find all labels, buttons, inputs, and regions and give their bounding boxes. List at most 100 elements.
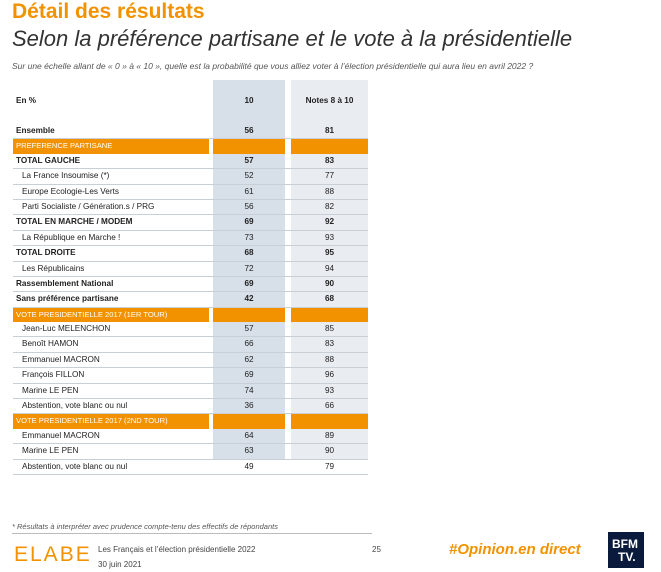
row-value-10: 72	[244, 263, 254, 273]
row-value-8-10: 89	[324, 430, 335, 440]
section-band	[291, 139, 368, 154]
row-value-8-10: 96	[324, 370, 335, 380]
table-row: Emmanuel MACRON 64 89	[13, 429, 368, 443]
section-band	[213, 307, 285, 323]
row-value-10: 36	[244, 401, 254, 411]
results-table: En % 10 Notes 8 à 10 Ensemble 56 81 PREFERE…	[13, 80, 368, 475]
row-divider	[13, 214, 368, 216]
opinion-hashtag: #Opinion.en direct	[449, 541, 581, 558]
row-value-10: 57	[244, 324, 254, 334]
row-value-8-10: 77	[324, 171, 335, 181]
row-label: Ensemble	[16, 126, 55, 135]
row-value-8-10: 94	[324, 263, 335, 273]
row-label: Rassemblement National	[16, 278, 114, 288]
row-label: La République en Marche !	[22, 232, 121, 242]
row-divider	[13, 473, 368, 475]
row-divider	[13, 398, 368, 400]
row-label: TOTAL DROITE	[16, 248, 76, 258]
row-value-10: 69	[244, 278, 254, 288]
bfm-logo-bottom: TV.	[618, 550, 636, 564]
row-label: Sans préférence partisane	[16, 294, 119, 304]
row-value-8-10: 95	[324, 248, 335, 258]
section-header: PREFERENCE PARTISANE	[13, 139, 368, 154]
row-divider	[13, 458, 368, 460]
row-value-8-10: 93	[324, 232, 335, 242]
row-value-8-10: 92	[324, 217, 335, 227]
section-label: PREFERENCE PARTISANE	[16, 141, 113, 151]
row-divider	[13, 275, 368, 277]
row-value-10: 69	[244, 217, 254, 227]
row-value-8-10: 88	[324, 354, 335, 364]
section-header: VOTE PRESIDENTIELLE 2017 (1ER TOUR)	[13, 307, 368, 323]
row-divider	[13, 291, 368, 293]
row-value-8-10: 82	[324, 201, 335, 211]
header-col-10: 10	[244, 96, 254, 105]
table-row: Jean-Luc MELENCHON 57 85	[13, 322, 368, 336]
row-value-10: 74	[244, 385, 254, 395]
row-value-8-10: 93	[324, 385, 335, 395]
row-value-8-10: 83	[324, 155, 335, 165]
row-divider	[13, 229, 368, 231]
row-divider	[13, 183, 368, 185]
section-band	[213, 139, 285, 154]
table-row: Ensemble 56 81	[13, 124, 368, 138]
row-value-10: 64	[244, 430, 254, 440]
row-value-10: 62	[244, 354, 254, 364]
section-band	[13, 414, 209, 429]
survey-question: Sur une échelle allant de « 0 » à « 10 »…	[12, 61, 534, 71]
row-divider	[13, 245, 368, 247]
row-value-10: 68	[244, 248, 254, 258]
table-row: Abstention, vote blanc ou nul 36 66	[13, 399, 368, 413]
row-value-8-10: 88	[324, 186, 335, 196]
table-row: François FILLON 69 96	[13, 368, 368, 382]
page-title: Détail des résultats	[12, 0, 205, 23]
table-row: Sans préférence partisane 42 68	[13, 292, 368, 306]
table-row: TOTAL GAUCHE 57 83	[13, 154, 368, 168]
table-row: TOTAL DROITE 68 95	[13, 246, 368, 260]
section-band	[291, 307, 368, 323]
footer-divider	[12, 533, 372, 534]
row-value-8-10: 83	[324, 339, 335, 349]
page-subtitle: Selon la préférence partisane et le vote…	[12, 26, 573, 51]
row-value-8-10: 81	[324, 126, 335, 135]
row-divider	[13, 443, 368, 445]
section-header: VOTE PRESIDENTIELLE 2017 (2ND TOUR)	[13, 414, 368, 429]
row-divider	[13, 168, 368, 170]
row-label: Benoît HAMON	[22, 339, 79, 349]
row-label: Europe Ecologie-Les Verts	[22, 186, 119, 196]
row-divider	[13, 138, 368, 140]
row-divider	[13, 198, 368, 200]
row-divider	[13, 260, 368, 262]
row-value-10: 49	[244, 461, 254, 471]
bfmtv-logo: BFM TV.	[608, 532, 644, 568]
row-value-10: 69	[244, 370, 254, 380]
table-row: Parti Socialiste / Génération.s / PRG 56 8…	[13, 200, 368, 214]
bfm-logo-top: BFM	[612, 537, 638, 551]
row-label: Parti Socialiste / Génération.s / PRG	[22, 201, 155, 211]
row-label: TOTAL GAUCHE	[16, 155, 81, 165]
row-label: Emmanuel MACRON	[22, 430, 100, 440]
row-label: Marine LE PEN	[22, 446, 79, 456]
row-label: Abstention, vote blanc ou nul	[22, 401, 128, 411]
table-row: La République en Marche ! 73 93	[13, 231, 368, 245]
table-row: Rassemblement National 69 90	[13, 277, 368, 291]
section-label: VOTE PRESIDENTIELLE 2017 (2ND TOUR)	[16, 416, 168, 426]
row-label: Les Républicains	[22, 263, 85, 273]
row-label: François FILLON	[22, 370, 85, 380]
row-divider	[13, 306, 368, 308]
row-value-8-10: 85	[324, 324, 335, 334]
row-value-10: 52	[244, 171, 254, 181]
table-row: Les Républicains 72 94	[13, 262, 368, 276]
section-band	[13, 307, 209, 323]
row-value-10: 63	[244, 446, 254, 456]
elabe-logo: ELABE	[14, 543, 92, 566]
table-row: TOTAL EN MARCHE / MODEM 69 92	[13, 215, 368, 229]
row-value-10: 42	[244, 294, 254, 304]
table-body: Ensemble 56 81 PREFERENCE PARTISANE TOTAL GA…	[13, 124, 368, 475]
page-number: 25	[372, 545, 381, 554]
section-label: VOTE PRESIDENTIELLE 2017 (1ER TOUR)	[16, 309, 168, 319]
row-divider	[13, 382, 368, 384]
row-value-10: 66	[244, 339, 254, 349]
study-date: 30 juin 2021	[98, 560, 142, 569]
table-row: Abstention, vote blanc ou nul 49 79	[13, 460, 368, 474]
